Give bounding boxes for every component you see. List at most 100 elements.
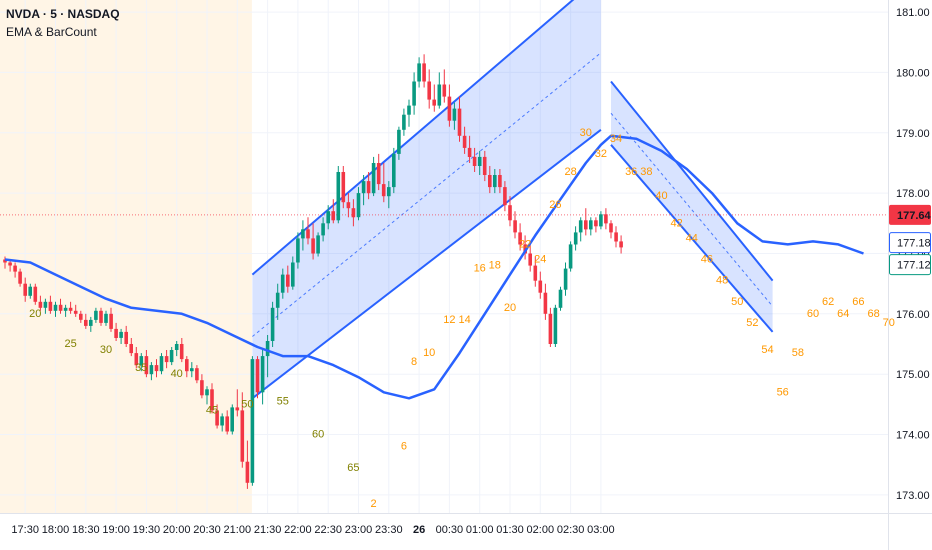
candle-body[interactable] [73, 310, 78, 314]
candle-body[interactable] [270, 307, 275, 341]
candle-body[interactable] [215, 410, 219, 426]
candle-body[interactable] [200, 380, 204, 396]
candle-body[interactable] [13, 265, 17, 272]
candle-body[interactable] [164, 356, 169, 363]
candle-body[interactable] [594, 220, 598, 227]
candle-body[interactable] [84, 319, 88, 326]
candle-body[interactable] [68, 307, 73, 311]
candle-body[interactable] [205, 389, 209, 396]
candle-body[interactable] [417, 63, 421, 82]
candle-body[interactable] [316, 235, 320, 254]
candle-body[interactable] [387, 187, 391, 197]
candle-body[interactable] [518, 232, 522, 245]
candle-body[interactable] [513, 220, 517, 233]
candle-body[interactable] [553, 307, 558, 344]
candle-body[interactable] [366, 181, 371, 194]
candle-body[interactable] [185, 359, 189, 372]
candle-body[interactable] [482, 156, 487, 175]
candle-body[interactable] [18, 271, 22, 284]
candle-body[interactable] [3, 259, 7, 263]
candle-body[interactable] [53, 304, 58, 311]
candle-body[interactable] [104, 313, 108, 323]
candle-body[interactable] [432, 99, 436, 106]
candle-body[interactable] [79, 313, 83, 320]
candle-body[interactable] [427, 81, 431, 100]
candle-body[interactable] [190, 368, 194, 372]
candle-body[interactable] [589, 220, 593, 230]
candle-body[interactable] [437, 84, 442, 106]
candle-body[interactable] [280, 274, 285, 293]
candle-body[interactable] [331, 211, 335, 221]
candle-body[interactable] [129, 344, 133, 354]
candle-body[interactable] [452, 108, 457, 121]
candle-body[interactable] [493, 175, 497, 188]
candle-body[interactable] [99, 310, 103, 323]
candle-body[interactable] [89, 319, 93, 326]
candle-body[interactable] [442, 84, 447, 97]
candle-body[interactable] [260, 356, 265, 393]
candle-body[interactable] [341, 172, 346, 203]
candle-body[interactable] [28, 286, 32, 296]
candle-body[interactable] [179, 344, 184, 360]
candle-body[interactable] [563, 268, 568, 290]
candle-body[interactable] [346, 202, 351, 209]
candle-body[interactable] [447, 96, 452, 121]
candle-body[interactable] [159, 356, 164, 372]
candle-body[interactable] [477, 156, 482, 166]
candle-body[interactable] [306, 229, 310, 239]
candle-body[interactable] [154, 365, 159, 372]
candle-body[interactable] [114, 328, 118, 338]
candle-body[interactable] [578, 220, 583, 233]
candle-body[interactable] [407, 105, 411, 115]
candle-body[interactable] [462, 135, 467, 148]
candle-body[interactable] [286, 274, 290, 287]
candle-body[interactable] [48, 301, 53, 311]
candle-body[interactable] [402, 114, 406, 130]
candle-body[interactable] [291, 262, 295, 287]
candle-body[interactable] [361, 181, 366, 194]
candle-body[interactable] [381, 184, 386, 197]
candle-body[interactable] [109, 313, 113, 329]
candle-body[interactable] [38, 301, 43, 308]
candle-body[interactable] [296, 238, 300, 263]
candle-body[interactable] [195, 368, 199, 381]
candle-body[interactable] [311, 238, 315, 254]
candle-body[interactable] [472, 156, 477, 166]
candle-body[interactable] [533, 265, 538, 281]
candle-body[interactable] [609, 223, 613, 233]
candle-body[interactable] [397, 129, 401, 154]
candle-body[interactable] [301, 229, 305, 239]
candle-body[interactable] [488, 175, 492, 188]
candle-body[interactable] [392, 153, 396, 188]
candle-body[interactable] [124, 331, 128, 344]
candle-body[interactable] [548, 313, 553, 344]
candle-body[interactable] [235, 407, 240, 411]
candle-body[interactable] [422, 63, 426, 82]
candle-body[interactable] [169, 350, 174, 363]
candle-body[interactable] [43, 301, 48, 308]
indicator-title[interactable]: EMA & BarCount [6, 25, 97, 39]
candle-body[interactable] [63, 307, 68, 311]
candle-body[interactable] [250, 359, 255, 483]
candle-body[interactable] [225, 416, 229, 432]
candle-body[interactable] [528, 253, 532, 266]
candle-body[interactable] [134, 353, 139, 366]
candle-body[interactable] [240, 410, 245, 462]
candle-body[interactable] [573, 232, 578, 245]
symbol-title[interactable]: NVDA · 5 · NASDAQ [6, 7, 120, 21]
candle-body[interactable] [498, 175, 502, 188]
candle-body[interactable] [23, 283, 27, 296]
candle-body[interactable] [58, 304, 63, 311]
candle-body[interactable] [508, 205, 512, 221]
candle-body[interactable] [558, 289, 563, 308]
candle-body[interactable] [174, 344, 179, 350]
candle-body[interactable] [371, 163, 376, 194]
candle-body[interactable] [265, 341, 270, 357]
candle-body[interactable] [336, 172, 341, 221]
candle-body[interactable] [255, 359, 260, 393]
candle-body[interactable] [351, 208, 356, 218]
candle-body[interactable] [8, 262, 12, 266]
candle-body[interactable] [619, 241, 623, 248]
candle-body[interactable] [376, 163, 381, 185]
